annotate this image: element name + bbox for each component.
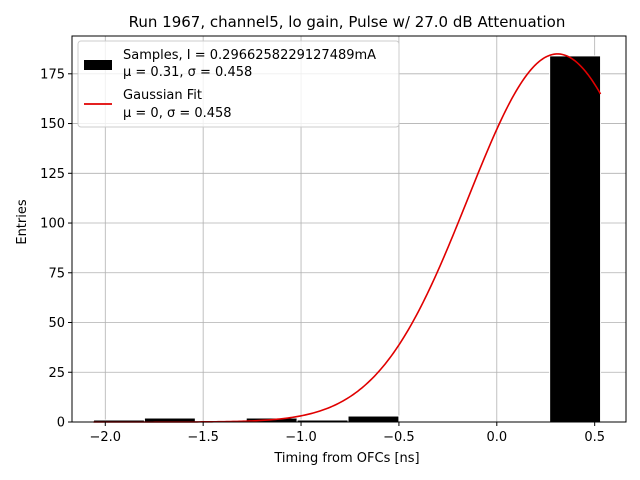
y-tick-label: 0 [57, 416, 65, 431]
x-axis-ticks: −2.0 −1.5 −1.0 −0.5 0.0 0.5 [89, 422, 605, 445]
histogram-bar [347, 415, 400, 423]
legend-histogram-swatch [84, 60, 112, 70]
legend-fit-stats: μ = 0, σ = 0.458 [123, 106, 232, 121]
x-tick-label: −1.5 [187, 430, 219, 445]
x-axis-label: Timing from OFCs [ns] [273, 451, 419, 466]
y-tick-label: 125 [40, 167, 65, 182]
y-tick-label: 175 [40, 67, 65, 82]
chart-title: Run 1967, channel5, lo gain, Pulse w/ 27… [129, 13, 566, 31]
legend-histogram-label: Samples, I = 0.2966258229127489mA [123, 48, 376, 63]
histogram-bar [549, 55, 602, 423]
x-tick-label: −2.0 [89, 430, 121, 445]
y-tick-label: 75 [48, 266, 65, 281]
y-tick-label: 150 [40, 117, 65, 132]
legend-fit-label: Gaussian Fit [123, 88, 202, 103]
x-tick-label: −0.5 [383, 430, 415, 445]
x-tick-label: 0.0 [486, 430, 507, 445]
legend-box [77, 40, 400, 128]
histogram-bars [93, 55, 602, 423]
y-tick-label: 25 [48, 366, 65, 381]
y-tick-label: 50 [48, 316, 65, 331]
y-tick-label: 100 [40, 217, 65, 232]
legend: Samples, I = 0.2966258229127489mA μ = 0.… [77, 40, 400, 128]
x-tick-label: 0.5 [584, 430, 605, 445]
x-tick-label: −1.0 [285, 430, 317, 445]
y-axis-label: Entries [15, 199, 30, 245]
plot-area-frame [71, 35, 627, 423]
y-axis-ticks: 0 25 50 75 100 125 150 175 [40, 67, 72, 431]
legend-histogram-stats: μ = 0.31, σ = 0.458 [123, 65, 252, 80]
